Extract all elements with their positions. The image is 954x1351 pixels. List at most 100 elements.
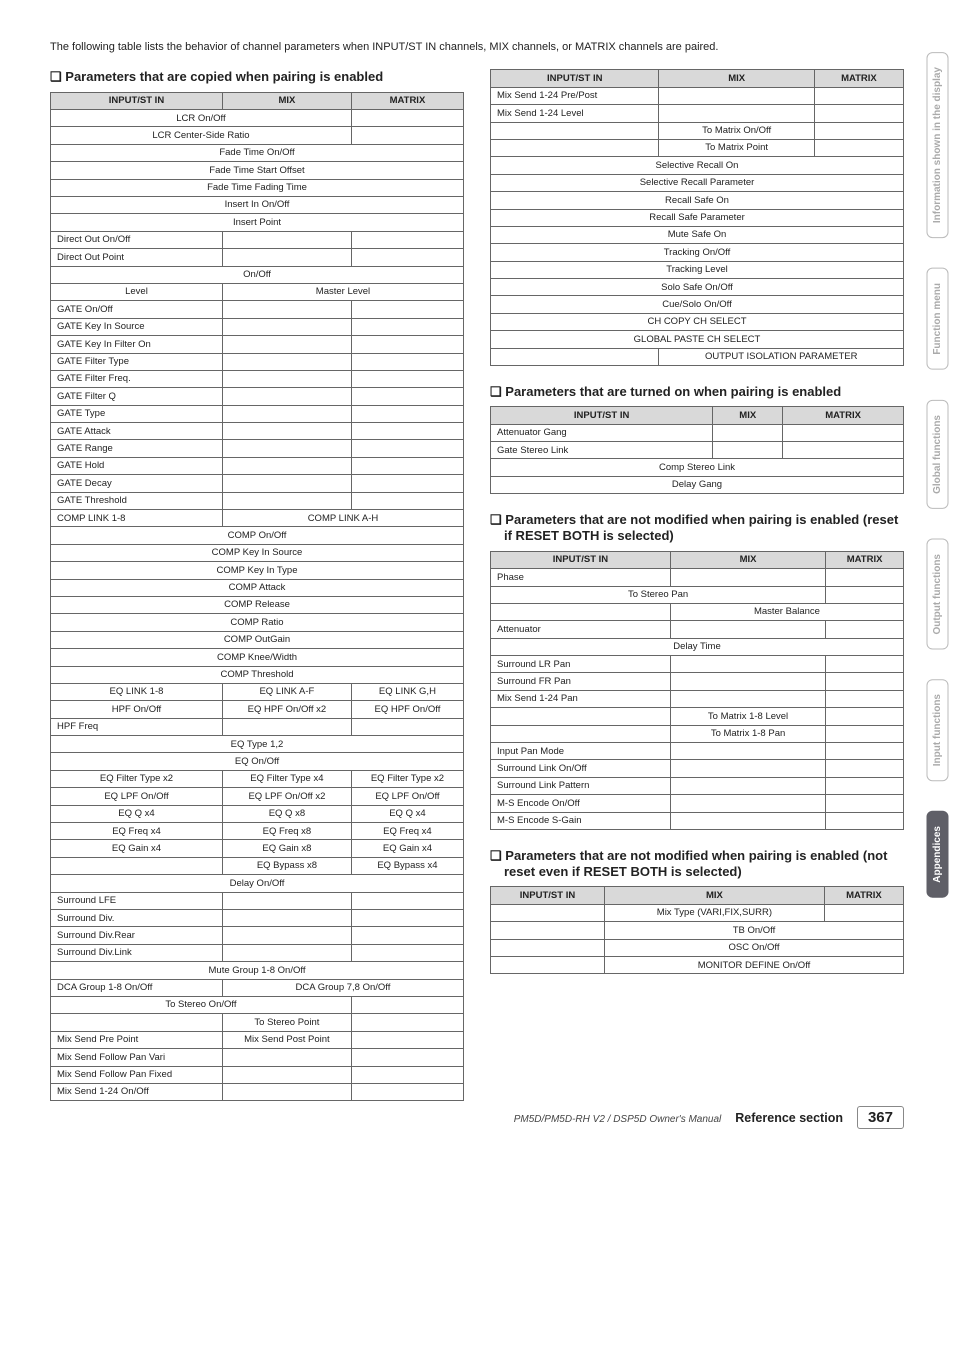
table-row: Phase xyxy=(491,569,904,586)
cell: Direct Out Point xyxy=(51,249,223,266)
cell xyxy=(491,939,605,956)
cell xyxy=(351,1014,463,1031)
table-not-modified-reset: INPUT/ST INMIXMATRIXPhaseTo Stereo PanMa… xyxy=(490,551,904,830)
cell xyxy=(351,1031,463,1048)
cell: EQ LPF On/Off xyxy=(51,788,223,805)
cell xyxy=(222,370,351,387)
col-header: MATRIX xyxy=(814,70,903,87)
table-row: Surround LR Pan xyxy=(491,656,904,673)
table-row: To Matrix On/Off xyxy=(491,122,904,139)
cell xyxy=(351,475,463,492)
side-tab[interactable]: Global functions xyxy=(927,400,949,509)
table-row: Delay Gang xyxy=(491,476,904,493)
table-row: GATE Filter Type xyxy=(51,353,464,370)
cell: Mix Send Follow Pan Fixed xyxy=(51,1066,223,1083)
table-row: Selective Recall On xyxy=(491,157,904,174)
cell xyxy=(826,690,904,707)
right-column: INPUT/ST INMIXMATRIXMix Send 1-24 Pre/Po… xyxy=(490,69,904,1119)
side-tab[interactable]: Output functions xyxy=(927,539,949,650)
table-row: OUTPUT ISOLATION PARAMETER xyxy=(491,348,904,365)
cell: Recall Safe On xyxy=(491,192,904,209)
table-row: EQ On/Off xyxy=(51,753,464,770)
cell: Fade Time Start Offset xyxy=(51,162,464,179)
cell: COMP Threshold xyxy=(51,666,464,683)
cell xyxy=(826,586,904,603)
cell: To Matrix 1-8 Pan xyxy=(670,725,825,742)
cell xyxy=(670,621,825,638)
col-header: INPUT/ST IN xyxy=(491,887,605,904)
cell: EQ Gain x8 xyxy=(222,840,351,857)
cell xyxy=(351,405,463,422)
table-row: COMP On/Off xyxy=(51,527,464,544)
cell xyxy=(814,87,903,104)
cell xyxy=(222,492,351,509)
intro-text: The following table lists the behavior o… xyxy=(50,40,904,55)
cell: Mix Send Pre Point xyxy=(51,1031,223,1048)
table-row: Surround LFE xyxy=(51,892,464,909)
cell: EQ Q x4 xyxy=(51,805,223,822)
cell: Mute Group 1-8 On/Off xyxy=(51,962,464,979)
table-row: GATE Key In Source xyxy=(51,318,464,335)
table-row: COMP Threshold xyxy=(51,666,464,683)
cell: GATE Key In Source xyxy=(51,318,223,335)
table-row: HPF On/OffEQ HPF On/Off x2EQ HPF On/Off xyxy=(51,701,464,718)
cell: Surround Div. xyxy=(51,910,223,927)
table-row: COMP Key In Type xyxy=(51,562,464,579)
cell: Tracking Level xyxy=(491,261,904,278)
table-row: Surround Link Pattern xyxy=(491,777,904,794)
table-copied-params-cont: INPUT/ST INMIXMATRIXMix Send 1-24 Pre/Po… xyxy=(490,69,904,366)
table-row: DCA Group 1-8 On/OffDCA Group 7,8 On/Off xyxy=(51,979,464,996)
cell: Fade Time Fading Time xyxy=(51,179,464,196)
cell: Delay Gang xyxy=(491,476,904,493)
cell: GATE Attack xyxy=(51,423,223,440)
table-row: On/Off xyxy=(51,266,464,283)
cell: Master Balance xyxy=(670,603,903,620)
cell xyxy=(351,318,463,335)
cell xyxy=(222,718,351,735)
cell xyxy=(670,743,825,760)
cell xyxy=(491,122,659,139)
cell: EQ Q x4 xyxy=(351,805,463,822)
cell xyxy=(783,424,904,441)
cell xyxy=(670,795,825,812)
cell: COMP Knee/Width xyxy=(51,649,464,666)
cell xyxy=(814,139,903,156)
side-tab[interactable]: Appendices xyxy=(927,811,949,898)
cell: GATE Decay xyxy=(51,475,223,492)
table-row: GATE Attack xyxy=(51,423,464,440)
cell: EQ Filter Type x2 xyxy=(351,770,463,787)
cell: Tracking On/Off xyxy=(491,244,904,261)
table-row: COMP OutGain xyxy=(51,631,464,648)
table-row: CH COPY CH SELECT xyxy=(491,313,904,330)
cell: Level xyxy=(51,283,223,300)
section-name: Reference section xyxy=(735,1111,843,1125)
table-row: TB On/Off xyxy=(491,922,904,939)
cell xyxy=(351,110,463,127)
cell xyxy=(222,353,351,370)
cell xyxy=(351,231,463,248)
table-row: Insert Point xyxy=(51,214,464,231)
table-row: COMP LINK 1-8COMP LINK A-H xyxy=(51,510,464,527)
cell: To Matrix On/Off xyxy=(659,122,814,139)
cell: Mix Send 1-24 Pre/Post xyxy=(491,87,659,104)
t3-title: Parameters that are not modified when pa… xyxy=(490,512,904,545)
cell: EQ Freq x4 xyxy=(351,823,463,840)
cell xyxy=(222,927,351,944)
table-row: GATE Filter Freq. xyxy=(51,370,464,387)
table-row: GATE Range xyxy=(51,440,464,457)
cell xyxy=(491,139,659,156)
side-tab[interactable]: Function menu xyxy=(927,268,949,370)
cell: Surround LR Pan xyxy=(491,656,671,673)
cell xyxy=(351,927,463,944)
cell: OSC On/Off xyxy=(604,939,903,956)
table-row: EQ LINK 1-8EQ LINK A-FEQ LINK G,H xyxy=(51,683,464,700)
cell xyxy=(222,1066,351,1083)
cell xyxy=(351,1049,463,1066)
side-tab[interactable]: Information shown in the display xyxy=(927,52,949,238)
cell: Delay Time xyxy=(491,638,904,655)
side-tab[interactable]: Input functions xyxy=(927,679,949,781)
table-row: COMP Key In Source xyxy=(51,544,464,561)
table-row: Surround Div. xyxy=(51,910,464,927)
cell xyxy=(351,996,463,1013)
cell: EQ Q x8 xyxy=(222,805,351,822)
